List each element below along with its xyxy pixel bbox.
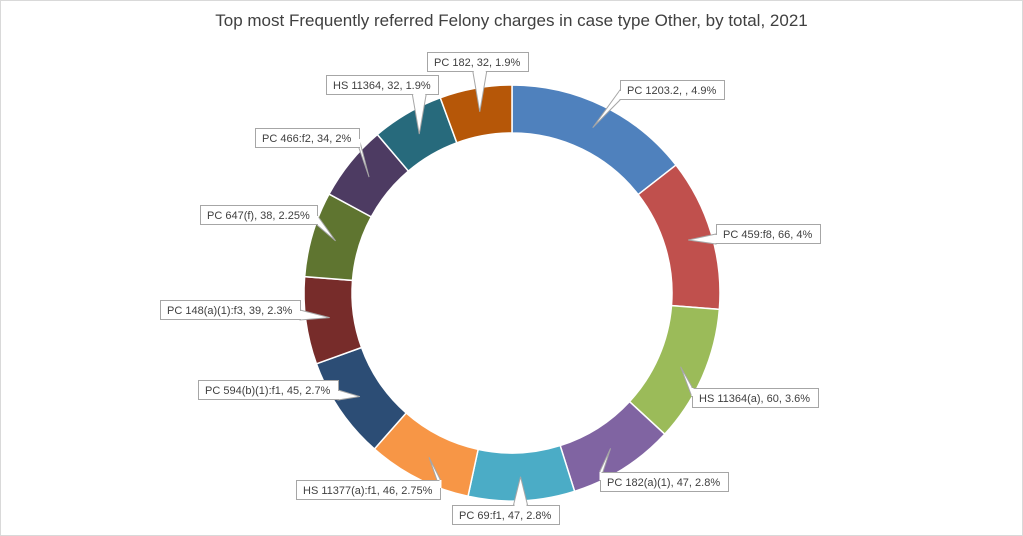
callout-box	[620, 80, 725, 100]
data-label-7: PC 148(a)(1):f3, 39, 2.3%	[160, 300, 330, 321]
data-label-text: HS 11377(a):f1, 46, 2.75%	[303, 485, 433, 497]
chart-title: Top most Frequently referred Felony char…	[215, 11, 808, 30]
callout-box	[255, 128, 360, 148]
data-label-10: HS 11364, 32, 1.9%	[326, 75, 439, 135]
data-label-2: HS 11364(a), 60, 3.6%	[680, 366, 819, 408]
data-label-0: PC 1203.2, , 4.9%	[592, 80, 725, 128]
slice-0[interactable]	[511, 84, 678, 196]
data-label-text: PC 647(f), 38, 2.25%	[207, 210, 310, 222]
callout-box	[200, 205, 318, 225]
data-label-3: PC 182(a)(1), 47, 2.8%	[599, 448, 729, 492]
data-label-11: PC 182, 32, 1.9%	[427, 52, 529, 112]
data-label-text: HS 11364, 32, 1.9%	[333, 80, 431, 92]
callout-box	[296, 480, 441, 500]
data-label-text: HS 11364(a), 60, 3.6%	[699, 393, 810, 405]
data-label-6: PC 594(b)(1):f1, 45, 2.7%	[198, 380, 361, 401]
callout-box	[452, 505, 560, 525]
callout-box	[600, 472, 729, 492]
slice-7[interactable]	[303, 275, 363, 365]
data-label-text: PC 182(a)(1), 47, 2.8%	[607, 477, 720, 489]
data-label-text: PC 466:f2, 34, 2%	[262, 133, 351, 145]
data-label-text: PC 594(b)(1):f1, 45, 2.7%	[205, 385, 331, 397]
data-label-text: PC 182, 32, 1.9%	[434, 57, 520, 69]
data-label-5: HS 11377(a):f1, 46, 2.75%	[296, 456, 442, 500]
callout-box	[716, 224, 821, 244]
callout-box	[326, 75, 439, 95]
data-label-text: PC 1203.2, , 4.9%	[627, 85, 716, 97]
data-label-text: PC 148(a)(1):f3, 39, 2.3%	[167, 305, 293, 317]
callout-box	[692, 388, 819, 408]
data-label-text: PC 459:f8, 66, 4%	[723, 229, 812, 241]
callout-box	[160, 300, 301, 320]
data-label-text: PC 69:f1, 47, 2.8%	[459, 510, 552, 522]
data-label-4: PC 69:f1, 47, 2.8%	[452, 476, 560, 525]
data-label-1: PC 459:f8, 66, 4%	[688, 224, 821, 245]
data-label-9: PC 466:f2, 34, 2%	[255, 128, 370, 178]
callout-box	[198, 380, 339, 400]
slice-11[interactable]	[439, 84, 513, 144]
data-label-8: PC 647(f), 38, 2.25%	[200, 205, 336, 242]
